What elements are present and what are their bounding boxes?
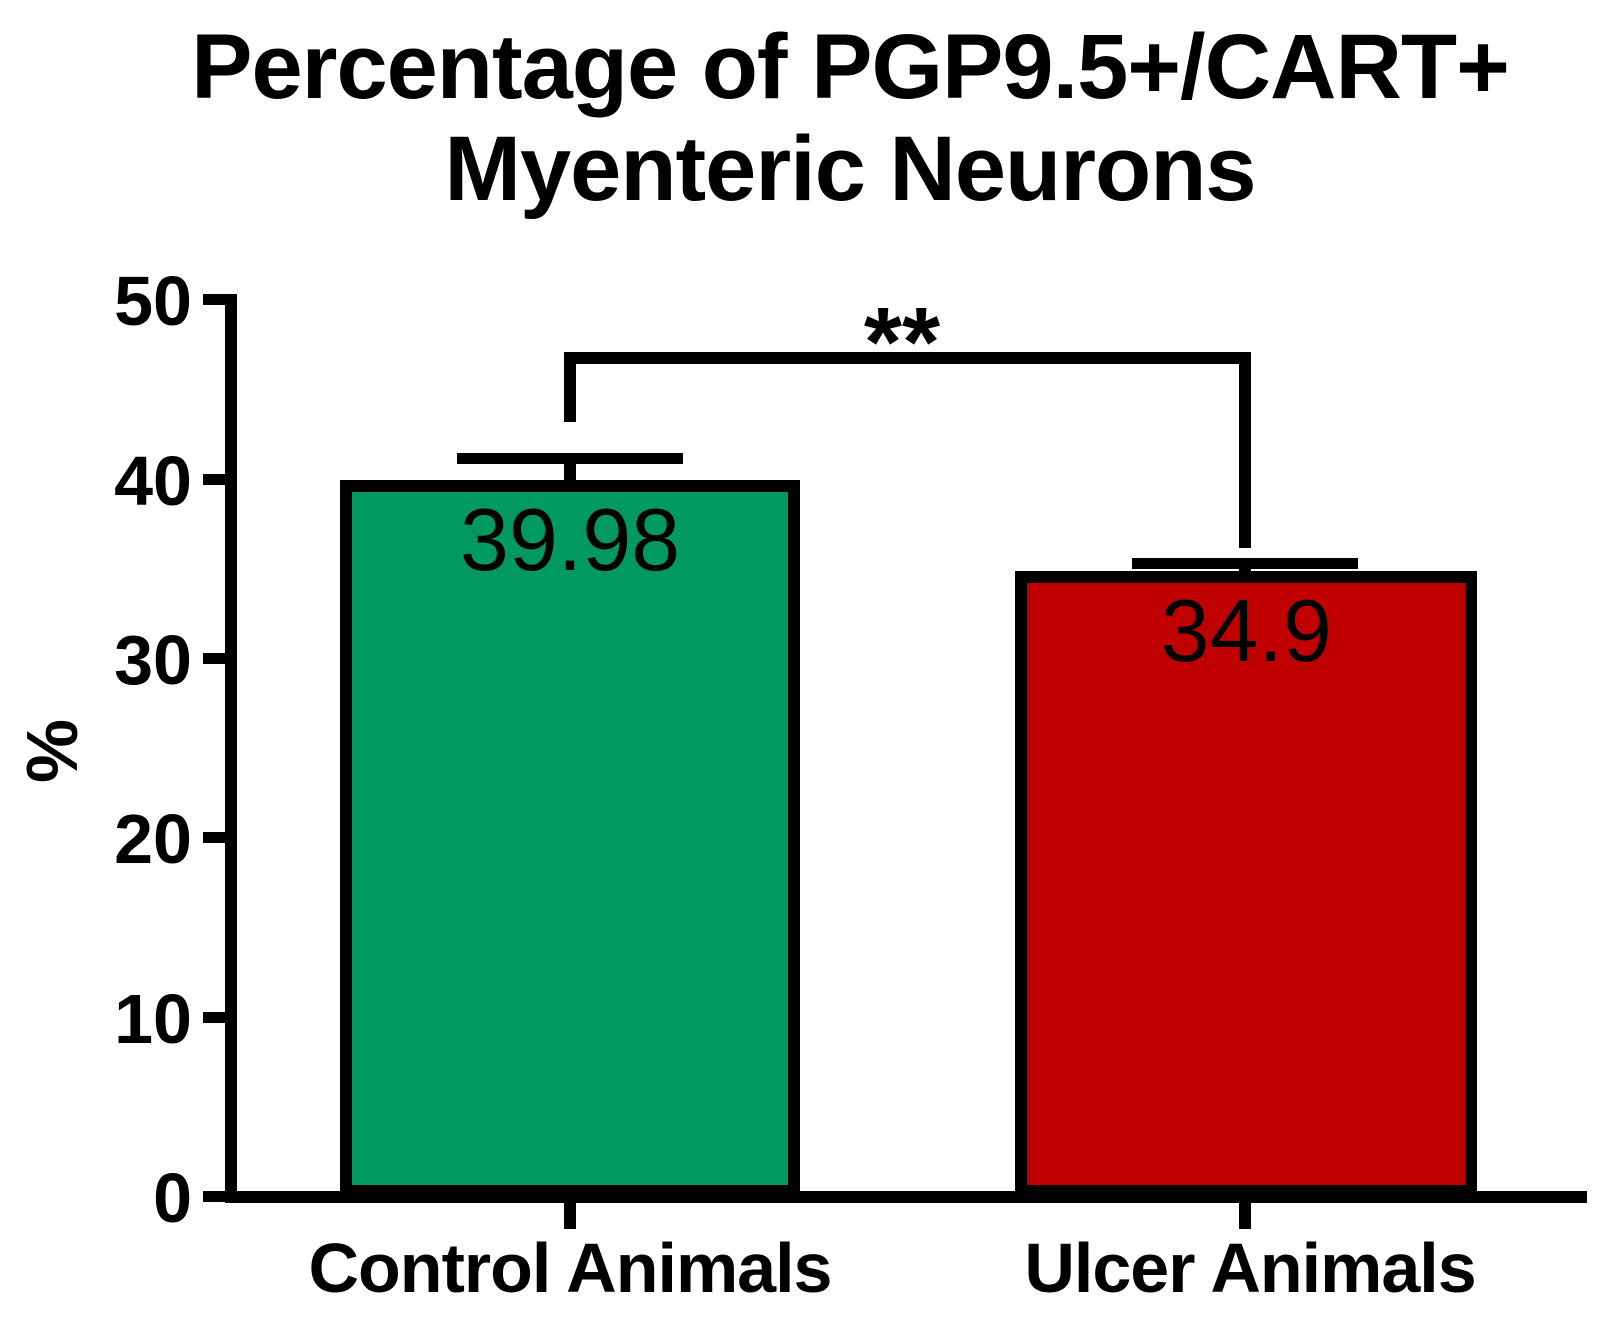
significance-bracket-horizontal bbox=[564, 352, 1251, 364]
bar-value-ulcer: 34.9 bbox=[1160, 580, 1332, 680]
y-tick-label-40: 40 bbox=[114, 442, 192, 520]
error-bar-cap-control bbox=[457, 452, 683, 464]
y-tick-label-10: 10 bbox=[114, 980, 192, 1058]
x-label-ulcer-animals: Ulcer Animals bbox=[1024, 1229, 1476, 1307]
x-label-control-animals: Control Animals bbox=[308, 1229, 833, 1307]
y-tick-label-20: 20 bbox=[114, 800, 192, 878]
error-bar-cap-ulcer bbox=[1132, 558, 1358, 570]
y-tick-label-30: 30 bbox=[114, 621, 192, 699]
y-axis-line bbox=[225, 294, 237, 1203]
y-tick-50 bbox=[203, 294, 237, 305]
chart-title-line1: Percentage of PGP9.5+/CART+ bbox=[191, 16, 1510, 118]
significance-label: ** bbox=[863, 287, 941, 397]
y-tick-label-50: 50 bbox=[114, 262, 192, 340]
bar-control-animals: 39.98 bbox=[340, 479, 800, 1197]
y-tick-30 bbox=[203, 653, 237, 664]
y-tick-20 bbox=[203, 832, 237, 843]
y-tick-10 bbox=[203, 1012, 237, 1023]
significance-bracket-right bbox=[1239, 352, 1251, 548]
bar-ulcer-animals: 34.9 bbox=[1015, 570, 1477, 1197]
significance-bracket-left bbox=[564, 352, 576, 422]
chart-title: Percentage of PGP9.5+/CART+ Myenteric Ne… bbox=[0, 16, 1608, 220]
x-tick-control bbox=[564, 1203, 576, 1229]
y-tick-0 bbox=[203, 1191, 237, 1202]
x-tick-ulcer bbox=[1239, 1203, 1251, 1229]
y-tick-40 bbox=[203, 474, 237, 485]
chart-title-line2: Myenteric Neurons bbox=[444, 118, 1256, 220]
bar-value-control: 39.98 bbox=[459, 489, 681, 589]
y-tick-label-0: 0 bbox=[153, 1159, 192, 1237]
